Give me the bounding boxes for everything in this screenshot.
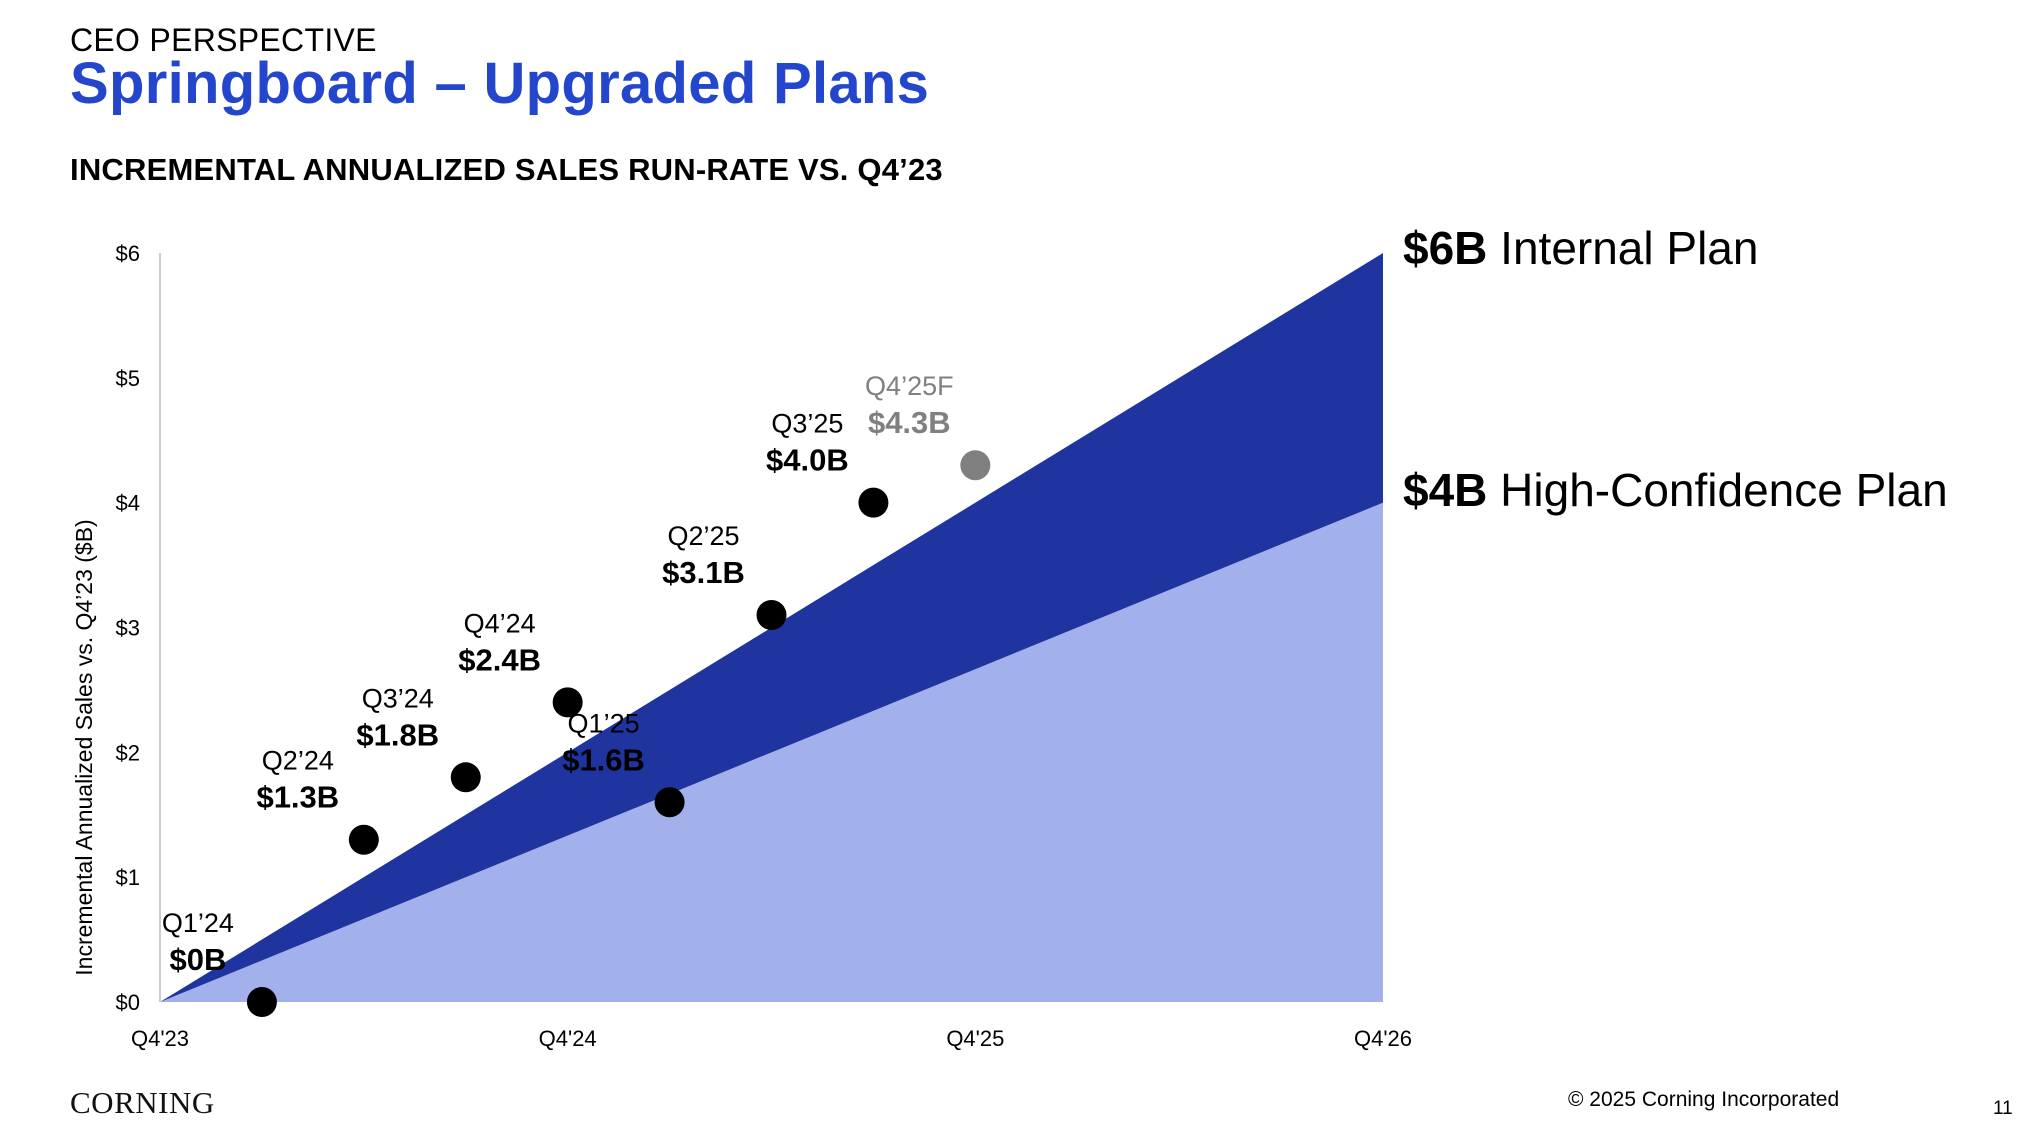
data-point-quarter-label: Q2’24 [262, 746, 334, 776]
page-number: 11 [1993, 1098, 2013, 1119]
data-point-value-label: $3.1B [662, 555, 745, 590]
data-point-value-label: $1.8B [356, 717, 439, 752]
corning-logo: CORNING [70, 1085, 215, 1120]
data-point-quarter-label: Q3’24 [362, 683, 434, 713]
y-tick-label: $5 [116, 366, 140, 391]
data-point [348, 824, 379, 855]
data-point-quarter-label: Q3’25 [771, 409, 843, 439]
data-point-value-label: $1.6B [562, 742, 645, 777]
data-point-quarter-label: Q4’24 [464, 608, 536, 638]
data-point [450, 762, 481, 793]
y-tick-label: $1 [116, 865, 140, 890]
chart-subtitle: INCREMENTAL ANNUALIZED SALES RUN-RATE VS… [70, 152, 943, 187]
data-point [654, 787, 685, 818]
data-point-quarter-label: Q1’25 [568, 708, 640, 738]
y-tick-label: $3 [116, 616, 140, 641]
data-point-quarter-label: Q4’25F [865, 371, 954, 401]
y-tick-label: $4 [116, 491, 140, 516]
data-point [756, 600, 787, 631]
data-point [960, 450, 991, 481]
data-point-value-label: $0B [169, 942, 226, 977]
page-title: Springboard – Upgraded Plans [70, 51, 930, 116]
x-tick-label: Q4'26 [1354, 1026, 1412, 1051]
y-axis-title: Incremental Annualized Sales vs. Q4’23 (… [71, 519, 97, 975]
high-confidence-plan-label: $4B High-Confidence Plan [1403, 464, 1948, 516]
high-confidence-plan-label-name: High-Confidence Plan [1487, 464, 1947, 516]
x-tick-label: Q4'24 [539, 1026, 597, 1051]
data-point-quarter-label: Q2’25 [667, 521, 739, 551]
data-point-value-label: $4.3B [868, 405, 951, 440]
eyebrow-label: CEO PERSPECTIVE [70, 22, 377, 58]
high-confidence-plan-label-value: $4B [1403, 464, 1487, 516]
x-tick-label: Q4'25 [946, 1026, 1004, 1051]
data-point-value-label: $4.0B [766, 443, 849, 478]
internal-plan-label-name: Internal Plan [1487, 222, 1758, 274]
data-point-value-label: $1.3B [256, 780, 339, 815]
x-tick-label: Q4'23 [131, 1026, 189, 1051]
data-point-value-label: $2.4B [458, 642, 541, 677]
internal-plan-label: $6B Internal Plan [1403, 222, 1758, 274]
internal-plan-label-value: $6B [1403, 222, 1487, 274]
data-point [246, 987, 277, 1017]
data-point-quarter-label: Q1’24 [162, 908, 234, 938]
high-confidence-plan-area [160, 502, 1383, 1002]
y-tick-label: $6 [116, 241, 140, 266]
y-tick-label: $0 [116, 990, 140, 1015]
data-point [858, 487, 889, 518]
data-point [552, 687, 583, 718]
y-tick-label: $2 [116, 740, 140, 765]
copyright-text: © 2025 Corning Incorporated [1568, 1088, 1840, 1111]
